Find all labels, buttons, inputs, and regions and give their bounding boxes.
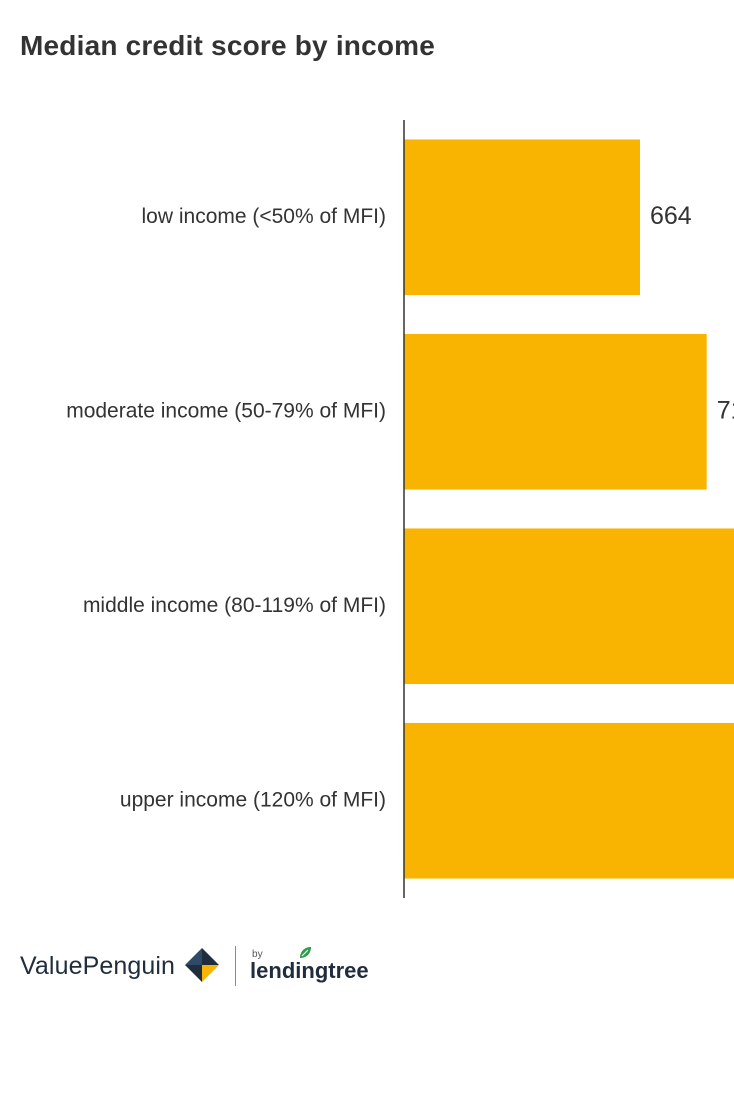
bar-1 xyxy=(404,139,640,296)
category-label-2: moderate income (50-79% of MFI) xyxy=(66,399,386,422)
brand-footer: ValuePenguin by lendingtree xyxy=(20,940,369,992)
value-label-1: 664 xyxy=(650,202,692,230)
lendingtree-wordmark: lendingtree xyxy=(250,947,369,982)
category-label-3: middle income (80-119% of MFI) xyxy=(83,594,386,617)
bar-chart: low income (<50% of MFI) 664 moderate inco… xyxy=(66,120,734,898)
valuepenguin-logo-icon xyxy=(185,948,220,982)
bar-2 xyxy=(404,333,707,490)
bar-3 xyxy=(404,528,734,685)
value-label-2: 716 xyxy=(717,396,734,424)
leaf-icon xyxy=(300,947,312,958)
valuepenguin-wordmark: ValuePenguin xyxy=(20,951,176,980)
category-label-1: low income (<50% of MFI) xyxy=(142,205,387,228)
lendingtree-logo: by lendingtree xyxy=(250,947,369,982)
chart-title: Median credit score by income xyxy=(20,30,436,61)
bar-4 xyxy=(404,722,734,879)
by-label: by xyxy=(252,949,263,960)
category-label-4: upper income (120% of MFI) xyxy=(120,788,386,811)
brand-divider xyxy=(235,946,237,986)
